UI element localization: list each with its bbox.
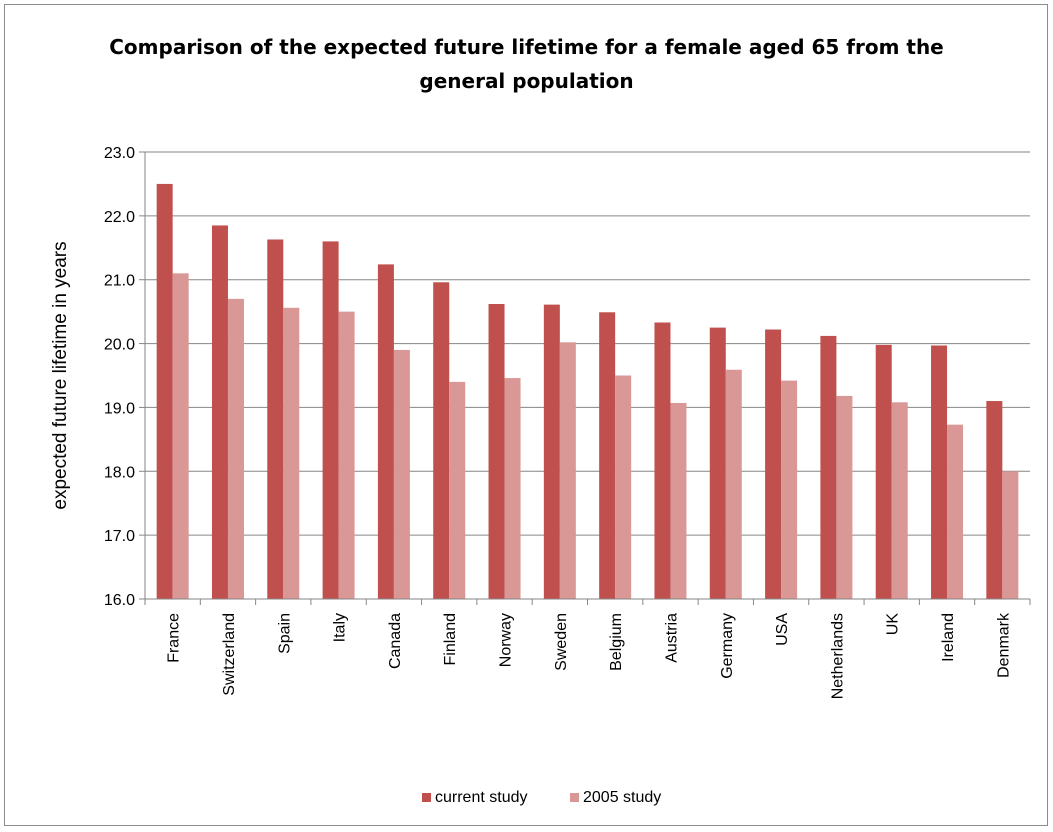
chart-title-line-1: Comparison of the expected future lifeti… bbox=[109, 35, 944, 59]
y-tick-label: 18.0 bbox=[104, 464, 135, 481]
legend-label: current study bbox=[435, 789, 527, 806]
y-tick-labels: 16.0 17.0 18.0 19.0 20.0 21.0 22.0 23.0 bbox=[104, 145, 135, 609]
bar-2005-study bbox=[1002, 471, 1019, 599]
bar-2005-study bbox=[504, 378, 521, 599]
x-tick-label: Switzerland bbox=[221, 613, 238, 696]
bar-2005-study bbox=[227, 298, 244, 599]
x-tick-labels: France Switzerland Spain Italy Canada Finland… bbox=[166, 612, 1013, 699]
bar-2005-study bbox=[172, 273, 189, 599]
bar-2005-study bbox=[670, 402, 687, 599]
y-tick-label: 20.0 bbox=[104, 337, 135, 354]
y-tick-label: 16.0 bbox=[104, 592, 135, 609]
x-tick-label: Germany bbox=[719, 613, 736, 679]
x-tick-label: Sweden bbox=[553, 613, 570, 671]
x-tick-label: UK bbox=[885, 613, 902, 636]
x-tick-label: Netherlands bbox=[829, 613, 846, 699]
bar-2005-study bbox=[836, 395, 853, 599]
legend: current study 2005 study bbox=[422, 789, 661, 806]
y-tick-label: 23.0 bbox=[104, 145, 135, 162]
legend-label: 2005 study bbox=[583, 789, 661, 806]
chart-title: Comparison of the expected future lifeti… bbox=[0, 30, 1053, 98]
bar-current-study bbox=[211, 225, 228, 599]
y-tick-label: 22.0 bbox=[104, 209, 135, 226]
bar-2005-study bbox=[393, 349, 410, 599]
bar-current-study bbox=[654, 322, 671, 599]
y-tick-label: 17.0 bbox=[104, 528, 135, 545]
bar-2005-study bbox=[781, 380, 798, 599]
x-tick-label: Spain bbox=[276, 613, 293, 654]
bar-2005-study bbox=[449, 381, 466, 599]
bar-2005-study bbox=[283, 307, 300, 599]
bar-2005-study bbox=[559, 342, 576, 599]
y-tick-label: 19.0 bbox=[104, 400, 135, 417]
bar-current-study bbox=[322, 241, 339, 599]
bar-current-study bbox=[709, 327, 726, 599]
bar-current-study bbox=[156, 183, 173, 599]
bar-2005-study bbox=[725, 369, 742, 599]
y-axis-label: expected future lifetime in years bbox=[50, 241, 71, 509]
bar-current-study bbox=[599, 312, 616, 599]
legend-swatch bbox=[422, 793, 431, 802]
x-tick-label: Norway bbox=[498, 613, 515, 667]
bar-current-study bbox=[488, 303, 505, 599]
bar-current-study bbox=[543, 304, 560, 599]
y-tick-label: 21.0 bbox=[104, 273, 135, 290]
x-tick-label: Austria bbox=[663, 613, 680, 663]
bar-current-study bbox=[267, 239, 284, 599]
chart-title-line-2: general population bbox=[419, 69, 634, 93]
bar-2005-study bbox=[947, 424, 964, 599]
bars bbox=[156, 183, 1019, 599]
x-tick-label: USA bbox=[774, 613, 791, 646]
legend-swatch bbox=[570, 793, 579, 802]
bar-current-study bbox=[433, 282, 450, 599]
bar-2005-study bbox=[338, 311, 355, 599]
axes bbox=[144, 152, 1031, 605]
bar-current-study bbox=[820, 335, 837, 599]
bar-2005-study bbox=[615, 375, 632, 599]
x-tick-label: Finland bbox=[442, 613, 459, 665]
bar-current-study bbox=[377, 264, 394, 599]
x-tick-label: Denmark bbox=[995, 612, 1012, 678]
bar-current-study bbox=[986, 401, 1003, 599]
x-tick-label: France bbox=[166, 613, 183, 663]
bar-current-study bbox=[765, 329, 782, 599]
x-tick-label: Canada bbox=[387, 613, 404, 669]
x-tick-label: Belgium bbox=[608, 613, 625, 671]
bar-current-study bbox=[931, 345, 948, 599]
x-tick-label: Ireland bbox=[940, 613, 957, 662]
bar-2005-study bbox=[891, 402, 908, 599]
bar-current-study bbox=[875, 344, 892, 599]
x-tick-label: Italy bbox=[332, 613, 349, 642]
